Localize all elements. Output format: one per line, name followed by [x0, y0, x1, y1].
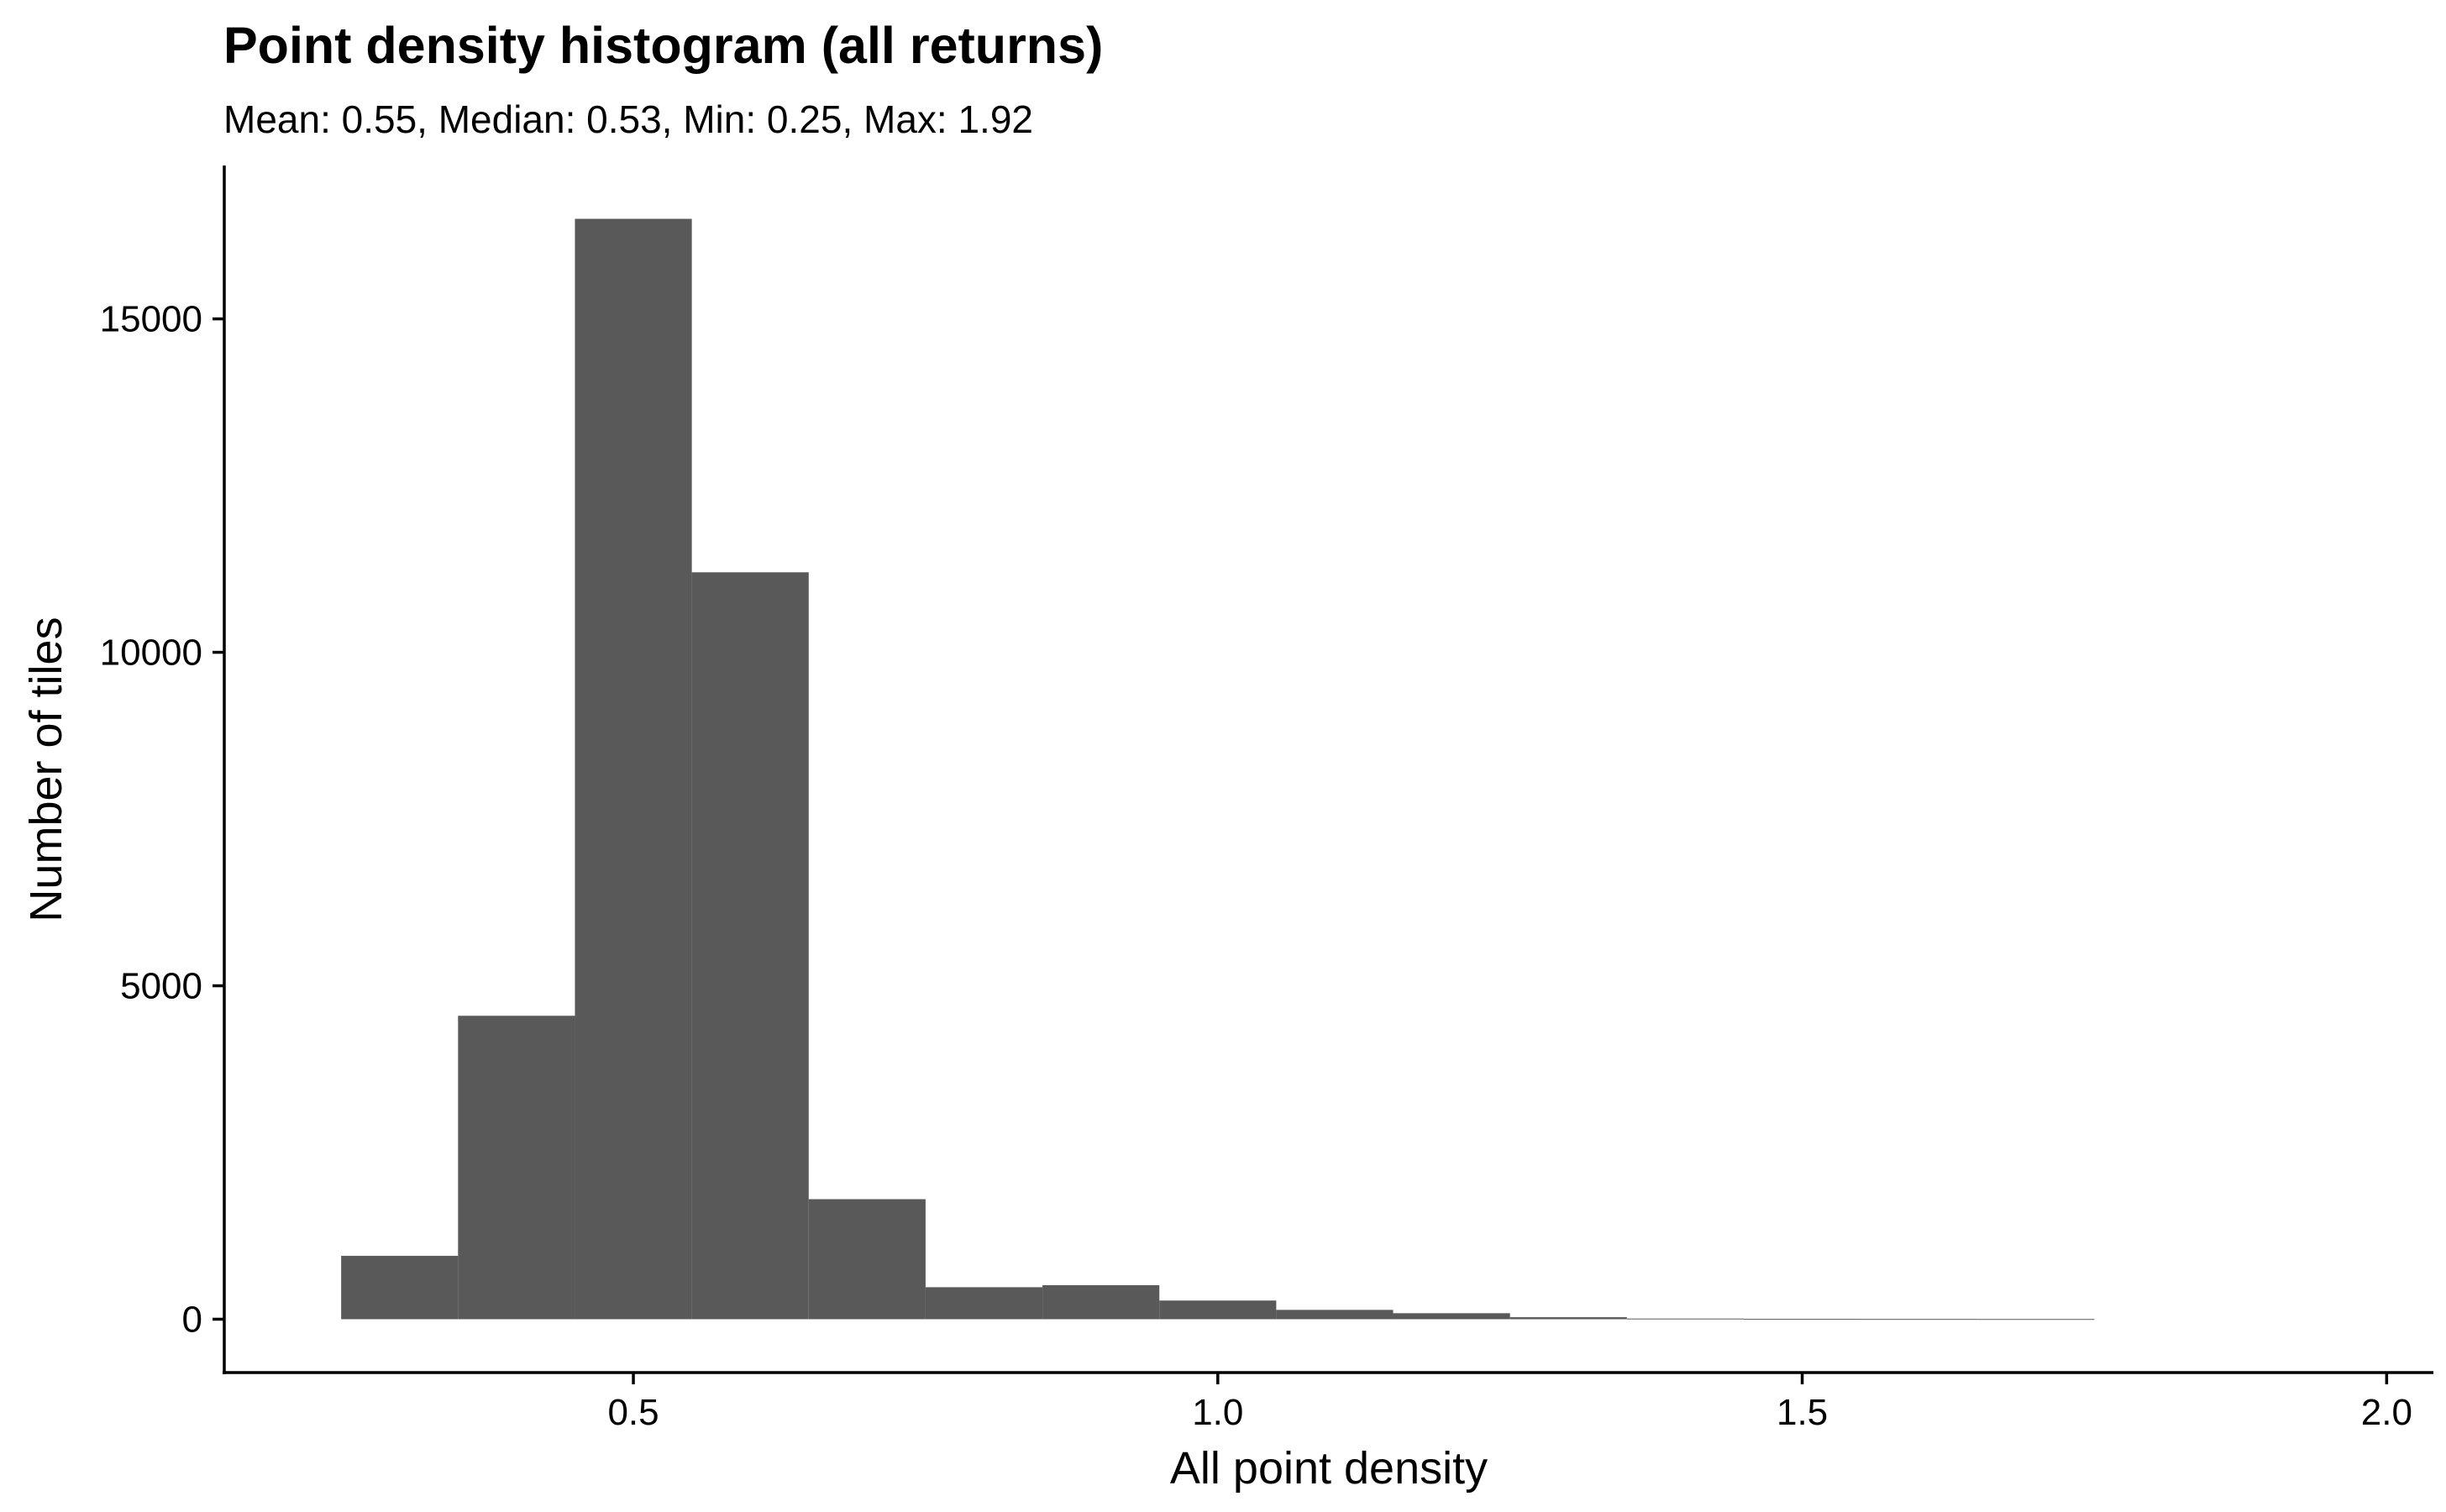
chart-title: Point density histogram (all returns): [223, 17, 1103, 74]
histogram-bar-13: [1743, 1319, 1861, 1320]
histogram-bar-14: [1861, 1319, 1978, 1320]
x-tick-label-4: 2.0: [2361, 1392, 2412, 1433]
histogram-bar-5: [808, 1199, 926, 1320]
histogram-bar-9: [1276, 1310, 1394, 1320]
histogram-bar-6: [925, 1287, 1043, 1320]
histogram-bar-2: [458, 1016, 575, 1320]
histogram-bar-7: [1042, 1284, 1160, 1320]
x-tick-label-2: 1.0: [1192, 1392, 1243, 1433]
y-tick-label-2: 5000: [120, 966, 202, 1007]
y-axis-ticks: 0 5000 10000 15000: [100, 299, 224, 1340]
histogram-bar-3: [575, 218, 692, 1320]
histogram-bar-15: [1977, 1319, 2095, 1320]
bars-group: [341, 218, 2095, 1320]
histogram-bar-8: [1159, 1300, 1277, 1320]
x-tick-label-1: 0.5: [607, 1392, 659, 1433]
y-tick-label-3: 10000: [100, 633, 202, 674]
y-axis-title: Number of tiles: [21, 617, 71, 921]
x-axis-title: All point density: [1170, 1443, 1488, 1494]
histogram-bar-11: [1509, 1317, 1627, 1320]
y-tick-label-4: 15000: [100, 299, 202, 340]
histogram-bar-12: [1626, 1318, 1744, 1320]
chart-subtitle: Mean: 0.55, Median: 0.53, Min: 0.25, Max…: [223, 97, 1033, 141]
histogram-bar-4: [691, 572, 809, 1320]
x-tick-label-3: 1.5: [1777, 1392, 1828, 1433]
histogram-bar-1: [341, 1256, 459, 1320]
y-tick-label-1: 0: [182, 1299, 202, 1340]
histogram-bar-10: [1393, 1313, 1510, 1320]
x-axis-ticks: 0.5 1.0 1.5 2.0: [607, 1373, 2412, 1433]
